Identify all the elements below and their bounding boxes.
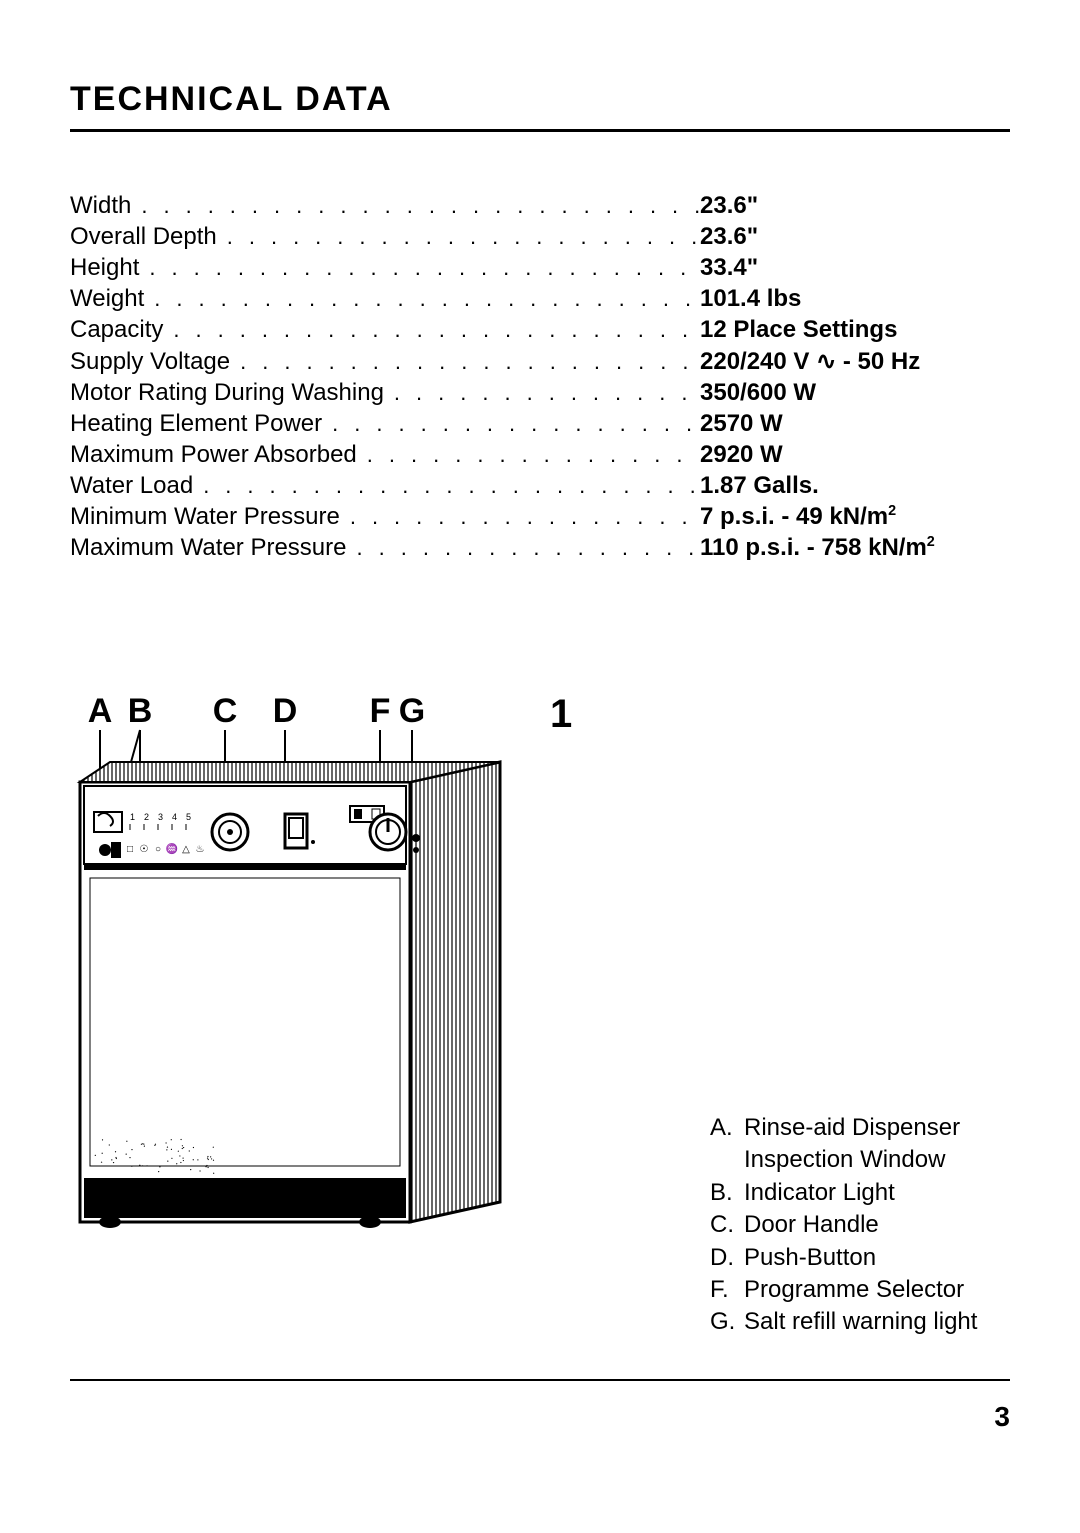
- page-title: TECHNICAL DATA: [70, 80, 1010, 119]
- legend-item: F.Programme Selector: [710, 1274, 1010, 1306]
- spec-row: Heating Element Power...................…: [70, 410, 1010, 438]
- legend-letter: B.: [710, 1177, 744, 1209]
- figure-number: 1: [550, 692, 572, 737]
- spec-row: Supply Voltage..........................…: [70, 347, 1010, 376]
- spec-label: Overall Depth: [70, 223, 217, 251]
- svg-text:3: 3: [158, 812, 163, 822]
- svg-text:4: 4: [172, 812, 177, 822]
- spec-leader-dots: ........................................: [163, 317, 700, 343]
- spec-label: Minimum Water Pressure: [70, 503, 340, 531]
- spec-value: 110 p.s.i. - 758 kN/m2: [700, 534, 1010, 562]
- spec-value: 2920 W: [700, 441, 1010, 469]
- svg-text:1: 1: [130, 812, 135, 822]
- legend-item: B.Indicator Light: [710, 1177, 1010, 1209]
- spec-leader-dots: ........................................: [384, 380, 700, 406]
- legend-item: C.Door Handle: [710, 1209, 1010, 1241]
- spec-label: Width: [70, 192, 131, 220]
- spec-label: Motor Rating During Washing: [70, 379, 384, 407]
- spec-leader-dots: ........................................: [357, 442, 700, 468]
- spec-row: Weight..................................…: [70, 285, 1010, 313]
- legend-item: A.Rinse-aid Dispenser Inspection Window: [710, 1112, 1010, 1177]
- spec-value: 23.6": [700, 223, 1010, 251]
- spec-value: 23.6": [700, 192, 1010, 220]
- spec-row: Overall Depth...........................…: [70, 223, 1010, 251]
- svg-text:□: □: [127, 844, 133, 855]
- spec-row: Water Load..............................…: [70, 472, 1010, 500]
- svg-text:B: B: [128, 692, 153, 730]
- diagram-container: 1 AB CD FG 12345 □ ☉ ○ ♒ △ ♨: [70, 682, 530, 1242]
- dishwasher-diagram: AB CD FG 12345 □ ☉ ○ ♒ △ ♨: [70, 682, 510, 1242]
- spec-leader-dots: ........................................: [322, 411, 700, 437]
- title-rule: [70, 129, 1010, 132]
- svg-text:G: G: [399, 692, 425, 730]
- spec-label: Capacity: [70, 316, 163, 344]
- svg-text:☉: ☉: [140, 844, 149, 855]
- spec-label: Maximum Power Absorbed: [70, 441, 357, 469]
- legend-text: Rinse-aid Dispenser Inspection Window: [744, 1112, 1010, 1177]
- spec-leader-dots: ........................................: [230, 349, 700, 375]
- spec-leader-dots: ........................................: [131, 193, 700, 219]
- spec-value: 33.4": [700, 254, 1010, 282]
- spec-label: Supply Voltage: [70, 348, 230, 376]
- spec-leader-dots: ........................................: [217, 224, 700, 250]
- page-number: 3: [70, 1401, 1010, 1433]
- legend-letter: G.: [710, 1306, 744, 1338]
- spec-label: Weight: [70, 285, 144, 313]
- spec-row: Width...................................…: [70, 192, 1010, 220]
- spec-row: Motor Rating During Washing.............…: [70, 379, 1010, 407]
- spec-list: Width...................................…: [70, 192, 1010, 562]
- svg-text:F: F: [370, 692, 391, 730]
- spec-value: 1.87 Galls.: [700, 472, 1010, 500]
- svg-text:♨: ♨: [196, 844, 205, 855]
- spec-row: Height..................................…: [70, 254, 1010, 282]
- spec-label: Maximum Water Pressure: [70, 534, 347, 562]
- spec-label: Heating Element Power: [70, 410, 322, 438]
- spec-leader-dots: ........................................: [144, 286, 700, 312]
- spec-leader-dots: ........................................: [193, 473, 700, 499]
- bottom-rule: [70, 1379, 1010, 1381]
- spec-label: Water Load: [70, 472, 193, 500]
- svg-text:♒: ♒: [166, 842, 178, 855]
- spec-value: 2570 W: [700, 410, 1010, 438]
- svg-text:2: 2: [144, 812, 149, 822]
- spec-value: 101.4 lbs: [700, 285, 1010, 313]
- spec-value: 350/600 W: [700, 379, 1010, 407]
- legend-item: D.Push-Button: [710, 1242, 1010, 1274]
- svg-text:C: C: [213, 692, 238, 730]
- legend-letter: D.: [710, 1242, 744, 1274]
- legend-text: Programme Selector: [744, 1274, 964, 1306]
- spec-row: Maximum Water Pressure..................…: [70, 534, 1010, 562]
- spec-label: Height: [70, 254, 139, 282]
- svg-text:△: △: [182, 844, 190, 855]
- legend: A.Rinse-aid Dispenser Inspection WindowB…: [530, 682, 1010, 1339]
- legend-text: Door Handle: [744, 1209, 879, 1241]
- svg-text:○: ○: [155, 844, 161, 855]
- spec-leader-dots: ........................................: [340, 504, 700, 530]
- spec-value: 220/240 V ∿ - 50 Hz: [700, 347, 1010, 376]
- spec-value: 12 Place Settings: [700, 316, 1010, 344]
- legend-text: Indicator Light: [744, 1177, 895, 1209]
- svg-text:A: A: [88, 692, 113, 730]
- spec-leader-dots: ........................................: [347, 535, 701, 561]
- legend-item: G.Salt refill warning light: [710, 1306, 1010, 1338]
- diagram-area: 1 ABCDFG12345□☉○♒△♨ A.Rinse-aid Dispense…: [70, 682, 1010, 1339]
- svg-text:D: D: [273, 692, 298, 730]
- legend-letter: C.: [710, 1209, 744, 1241]
- spec-leader-dots: ........................................: [139, 255, 700, 281]
- spec-row: Capacity................................…: [70, 316, 1010, 344]
- spec-value: 7 p.s.i. - 49 kN/m2: [700, 503, 1010, 531]
- spec-row: Maximum Power Absorbed..................…: [70, 441, 1010, 469]
- legend-letter: F.: [710, 1274, 744, 1306]
- legend-letter: A.: [710, 1112, 744, 1177]
- spec-row: Minimum Water Pressure..................…: [70, 503, 1010, 531]
- legend-text: Push-Button: [744, 1242, 876, 1274]
- svg-text:5: 5: [186, 812, 191, 822]
- legend-text: Salt refill warning light: [744, 1306, 977, 1338]
